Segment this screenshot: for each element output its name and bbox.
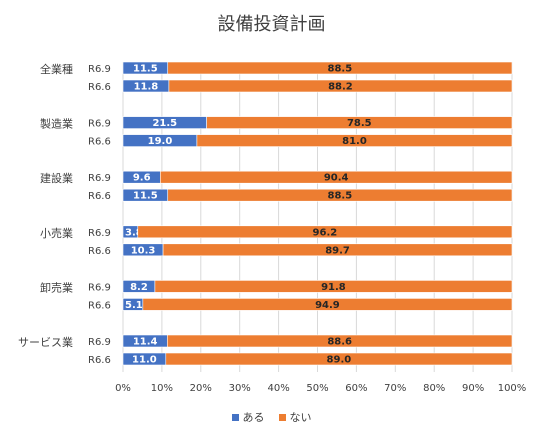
data-label: 78.5 <box>347 118 372 129</box>
category-label: 建設業 <box>40 171 73 185</box>
legend-label-no: ない <box>289 411 312 424</box>
category-label: 卸売業 <box>40 280 73 294</box>
x-tick-label: 40% <box>267 383 289 394</box>
data-label: 19.0 <box>148 136 173 147</box>
data-label: 88.2 <box>328 82 353 93</box>
x-tick-label: 90% <box>462 383 484 394</box>
data-label: 5.1 <box>125 300 143 311</box>
x-tick-label: 70% <box>384 383 406 394</box>
data-label: 9.6 <box>133 173 151 184</box>
bar-segment-no <box>168 79 513 93</box>
period-label: R6.9 <box>88 119 111 130</box>
legend-swatch-yes <box>231 413 239 421</box>
period-label: R6.9 <box>88 337 111 348</box>
x-tick-label: 20% <box>190 383 212 394</box>
x-tick-label: 100% <box>498 383 527 394</box>
data-label: 8.2 <box>130 282 148 293</box>
legend-swatch-no <box>278 413 286 421</box>
bar-segment-no <box>160 170 513 184</box>
period-label: R6.9 <box>88 228 111 239</box>
legend: ある ない <box>0 409 543 425</box>
bar-segment-no <box>167 61 513 75</box>
category-label: サービス業 <box>18 336 73 349</box>
bar-segment-no <box>154 280 513 293</box>
data-label: 90.4 <box>324 173 349 184</box>
data-label: 10.3 <box>131 245 156 256</box>
data-label: 96.2 <box>313 227 338 238</box>
bar-segment-no <box>167 188 513 202</box>
x-tick-label: 60% <box>345 383 367 394</box>
category-label: 全業種 <box>40 62 73 76</box>
bar-segment-no <box>165 352 513 366</box>
period-label: R6.9 <box>88 173 111 184</box>
bar-segment-no <box>167 334 513 348</box>
period-label: R6.9 <box>88 64 111 75</box>
x-tick-label: 30% <box>229 383 251 394</box>
data-label: 3.8 <box>125 227 143 238</box>
data-label: 91.8 <box>321 282 346 293</box>
bar-segment-no <box>142 298 513 311</box>
period-label: R6.6 <box>88 355 111 366</box>
period-label: R6.6 <box>88 246 111 257</box>
data-label: 94.9 <box>315 300 340 311</box>
x-tick-label: 80% <box>423 383 445 394</box>
period-label: R6.6 <box>88 82 111 93</box>
legend-label-yes: ある <box>242 411 265 424</box>
bar-segment-no <box>196 134 513 147</box>
legend-item-yes: ある <box>231 409 265 425</box>
data-label: 21.5 <box>152 118 177 129</box>
bar-segment-no <box>162 243 513 257</box>
category-label: 小売業 <box>40 227 73 240</box>
chart-title: 設備投資計画 <box>217 14 326 35</box>
legend-item-no: ない <box>278 409 312 425</box>
x-tick-label: 50% <box>306 383 328 394</box>
data-label: 81.0 <box>342 136 367 147</box>
data-label: 11.4 <box>133 337 158 348</box>
period-label: R6.6 <box>88 191 111 202</box>
data-label: 89.0 <box>327 355 352 366</box>
x-tick-label: 10% <box>151 383 173 394</box>
bar-segment-no <box>206 116 513 129</box>
category-label: 製造業 <box>40 117 73 131</box>
bar-segment-no <box>137 225 513 239</box>
data-label: 11.8 <box>134 82 159 93</box>
data-label: 89.7 <box>325 245 350 256</box>
data-label: 88.6 <box>327 337 352 348</box>
data-label: 11.5 <box>133 191 158 202</box>
data-label: 11.5 <box>133 64 158 75</box>
period-label: R6.9 <box>88 282 111 293</box>
data-label: 88.5 <box>328 191 353 202</box>
x-tick-label: 0% <box>115 383 131 394</box>
period-label: R6.6 <box>88 137 111 148</box>
data-label: 11.0 <box>132 355 157 366</box>
period-label: R6.6 <box>88 300 111 311</box>
data-label: 88.5 <box>328 64 353 75</box>
